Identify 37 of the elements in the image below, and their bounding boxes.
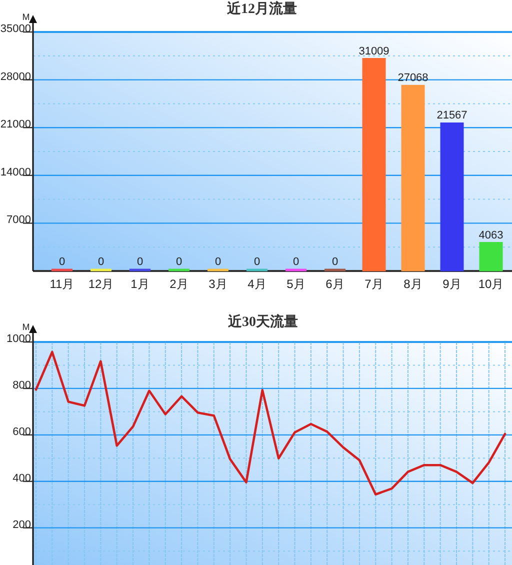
y-tick-label: 7000 xyxy=(6,214,31,226)
data-label: 31009 xyxy=(358,45,390,58)
chart-title: 近30天流量 xyxy=(227,313,298,330)
x-tick-label: 7月 xyxy=(364,277,384,291)
data-label: 0 xyxy=(214,256,222,268)
data-label: 21567 xyxy=(436,110,468,122)
y-tick-label: 1000 xyxy=(6,333,31,345)
x-tick-label: 5月 xyxy=(286,277,306,291)
data-label: 0 xyxy=(176,256,182,268)
x-tick-label: 11月 xyxy=(50,277,74,291)
y-tick-label: 14000 xyxy=(0,166,31,178)
chart-title: 近12月流量 xyxy=(226,0,297,17)
y-axis-title: M xyxy=(22,12,30,22)
data-label: 0 xyxy=(254,256,260,268)
x-tick-label: 12月 xyxy=(88,277,114,291)
data-label: 0 xyxy=(98,256,104,268)
x-tick-label: 9月 xyxy=(442,277,462,291)
data-label: 4063 xyxy=(478,229,504,242)
x-tick-label: 8月 xyxy=(404,277,422,291)
y-tick-label: 28000 xyxy=(0,70,31,83)
x-tick-label: 10月 xyxy=(478,277,504,291)
x-tick-label: 1月 xyxy=(130,277,150,291)
x-tick-label: 6月 xyxy=(326,277,344,291)
x-tick-label: 2月 xyxy=(170,277,188,291)
y-tick-label: 35000 xyxy=(0,23,31,35)
y-tick-label: 21000 xyxy=(0,118,31,131)
y-axis-title: M xyxy=(22,322,30,332)
y-tick-label: 600 xyxy=(12,426,31,438)
y-tick-label: 800 xyxy=(12,379,31,392)
data-label: 0 xyxy=(136,256,144,268)
data-label: 0 xyxy=(292,256,300,268)
data-label: 0 xyxy=(58,256,66,268)
data-label: 0 xyxy=(332,256,338,268)
y-tick-label: 400 xyxy=(12,472,31,484)
x-tick-label: 4月 xyxy=(248,277,266,291)
y-tick-label: 200 xyxy=(12,518,31,531)
x-tick-label: 3月 xyxy=(208,277,228,291)
